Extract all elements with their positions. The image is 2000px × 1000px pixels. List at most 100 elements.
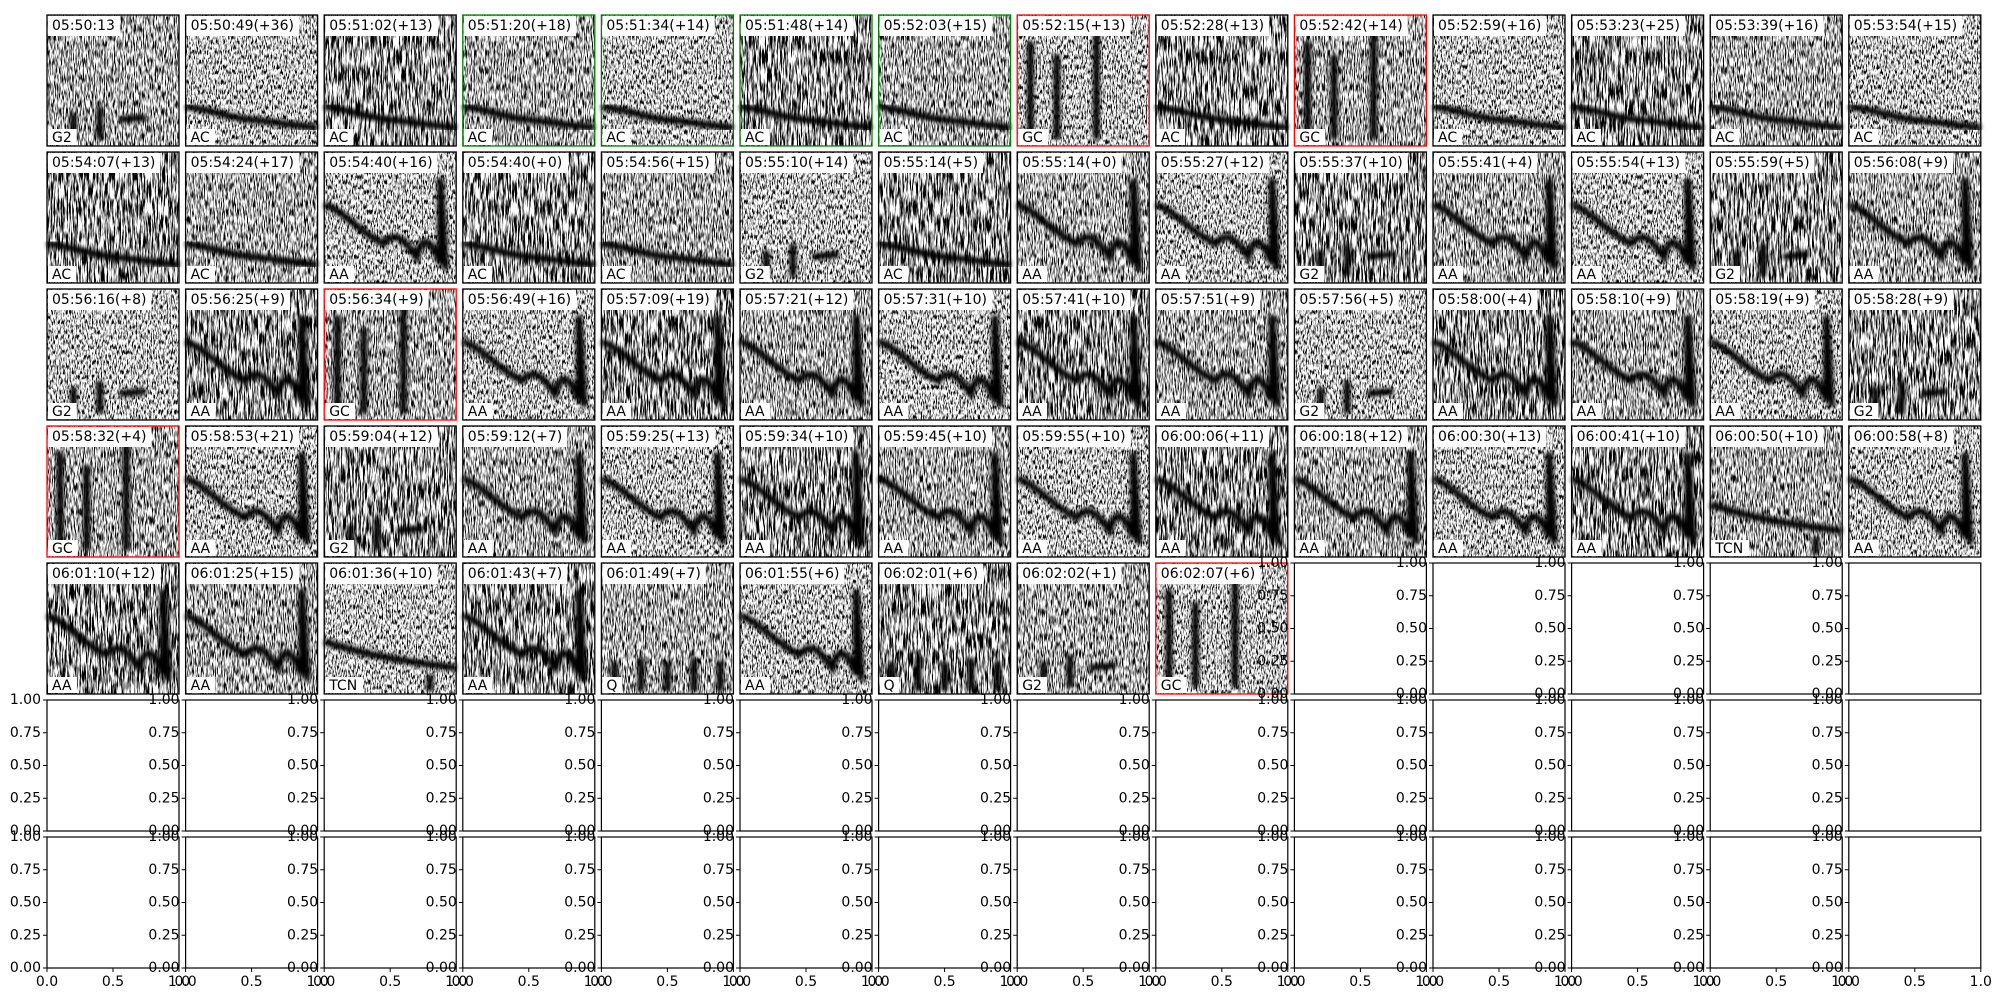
panel-title: 05:55:59(+5) (1715, 155, 1809, 171)
spectrogram-panel: 05:50:13 G2 (46, 14, 180, 147)
panel-label: AA (1577, 267, 1597, 283)
panel-label: AC (468, 130, 487, 146)
panel-label: AC (1438, 130, 1457, 146)
empty-axes: 0.00 0.25 0.50 0.75 1.00 (564, 692, 735, 839)
panel-label: G2 (52, 404, 72, 420)
empty-axes: 0.00 0.25 0.50 0.75 1.00 0.0 0.5 1.0 (1119, 829, 1299, 990)
x-tick-label: 1.0 (1970, 974, 1992, 990)
spectrogram-panel: 05:56:49(+16) AA (463, 288, 596, 421)
x-tick-label: 1.0 (1138, 974, 1160, 990)
panel-label: AA (1854, 267, 1874, 283)
panel-label: AC (884, 130, 903, 146)
panel-border (600, 14, 735, 147)
spectrogram-panel: 06:01:25(+15) AA (186, 562, 319, 695)
y-tick-label: 0.50 (841, 758, 872, 774)
y-tick-label: 0.25 (1812, 790, 1843, 806)
panel-label: TCN (328, 678, 357, 694)
y-tick-label: 0.50 (10, 895, 41, 911)
y-tick-label: 0.00 (1812, 960, 1843, 976)
y-tick-label: 0.50 (426, 758, 457, 774)
panel-border (323, 562, 457, 695)
panel-border (739, 562, 873, 695)
y-tick-label: 0.50 (1396, 621, 1427, 637)
y-tick-label: 0.25 (1534, 790, 1565, 806)
panel-title: 05:57:21(+12) (745, 292, 848, 308)
panel-title: 06:01:25(+15) (191, 566, 294, 582)
panel-label: G2 (745, 267, 765, 283)
axes-frame (1848, 562, 1982, 695)
panel-label: GC (52, 541, 73, 557)
spectrogram-panel: 05:55:41(+4) AA (1433, 151, 1566, 284)
panel-label: AA (329, 267, 349, 283)
x-tick-label: 1.0 (1831, 974, 1853, 990)
y-tick-label: 0.00 (1257, 823, 1288, 839)
x-tick-label: 0.5 (1349, 974, 1371, 990)
panel-border (1155, 151, 1289, 284)
panel-border (1848, 14, 1982, 147)
panel-title: 05:52:42(+14) (1299, 18, 1402, 34)
panel-label: AA (1022, 541, 1042, 557)
panel-title: 06:02:01(+6) (884, 566, 978, 582)
panel-border (1155, 14, 1289, 147)
panel-title: 05:56:08(+9) (1854, 155, 1948, 171)
spectrogram-panel: 05:55:59(+5) G2 (1709, 151, 1843, 284)
y-tick-label: 1.00 (10, 692, 41, 708)
panel-title: 06:02:07(+6) (1161, 566, 1255, 582)
spectrogram-panel: 05:53:54(+15) AC (1848, 14, 1982, 147)
spectrogram-panel: 06:01:36(+10) TCN (323, 562, 457, 695)
spectrogram-panel: 05:58:19(+9) AA (1710, 288, 1843, 421)
spectrogram-panel: 05:59:55(+10) AA (1016, 425, 1150, 558)
y-tick-label: 0.75 (148, 725, 179, 741)
y-tick-label: 0.50 (148, 895, 179, 911)
y-tick-label: 0.50 (1534, 621, 1565, 637)
spectrogram-panel: 06:02:02(+1) G2 (1016, 562, 1150, 695)
panel-border (1016, 14, 1150, 147)
y-tick-label: 1.00 (980, 829, 1011, 845)
empty-axes: 0.00 0.25 0.50 0.75 1.00 (1257, 692, 1428, 839)
empty-axes: 0.00 0.25 0.50 0.75 1.00 0.0 0.5 1.0 (426, 829, 606, 990)
panel-title: 05:52:28(+13) (1161, 18, 1264, 34)
panel-border (1016, 425, 1150, 558)
empty-axes: 0.00 0.25 0.50 0.75 1.00 (426, 692, 596, 839)
panel-border (1293, 151, 1428, 284)
x-tick-label: 0.0 (729, 974, 751, 990)
y-tick-label: 0.75 (1812, 862, 1843, 878)
empty-axes: 0.00 0.25 0.50 0.75 1.00 (148, 692, 319, 839)
y-tick-label: 0.75 (426, 725, 457, 741)
y-tick-label: 1.00 (1396, 829, 1427, 845)
spectrogram-panel: 05:57:56(+5) G2 (1293, 288, 1428, 421)
y-tick-label: 0.75 (1534, 862, 1565, 878)
y-tick-label: 0.75 (1257, 862, 1288, 878)
y-tick-label: 0.75 (287, 862, 318, 878)
spectrogram-panel: 05:52:42(+14) GC (1293, 14, 1428, 147)
panel-label: G2 (1299, 404, 1319, 420)
panel-title: 06:01:43(+7) (468, 566, 562, 582)
empty-axes: 0.00 0.25 0.50 0.75 1.00 0.0 0.5 1.0 (1673, 829, 1853, 990)
spectrogram-panel: 05:57:41(+10) AA (1017, 288, 1150, 421)
panel-border (877, 562, 1012, 695)
panel-border (1848, 151, 1982, 284)
panel-title: 05:57:31(+10) (884, 292, 987, 308)
panel-border (1570, 425, 1705, 558)
panel-label: AA (606, 404, 626, 420)
y-tick-label: 0.00 (148, 960, 179, 976)
panel-label: GC (1161, 678, 1182, 694)
y-tick-label: 0.50 (1119, 895, 1150, 911)
empty-axes: 0.00 0.25 0.50 0.75 1.00 (1673, 692, 1843, 839)
spectrogram-panel: 05:59:34(+10) AA (740, 425, 873, 558)
panel-title: 05:55:14(+5) (884, 155, 978, 171)
y-tick-label: 0.75 (564, 725, 595, 741)
y-tick-label: 0.00 (1673, 686, 1704, 702)
spectrogram-panel: 05:58:28(+9) G2 (1848, 288, 1982, 421)
y-tick-label: 0.00 (1534, 686, 1565, 702)
spectrogram-panel: 05:52:03(+15) AC (877, 14, 1012, 147)
panel-title: 05:57:09(+19) (606, 292, 709, 308)
panel-title: 05:55:27(+12) (1161, 155, 1264, 171)
panel-title: 05:59:25(+13) (606, 429, 709, 445)
y-tick-label: 0.50 (1257, 895, 1288, 911)
y-tick-label: 0.00 (564, 960, 595, 976)
panel-border (1570, 14, 1705, 147)
panel-border (184, 151, 319, 284)
panel-title: 06:01:55(+6) (745, 566, 839, 582)
